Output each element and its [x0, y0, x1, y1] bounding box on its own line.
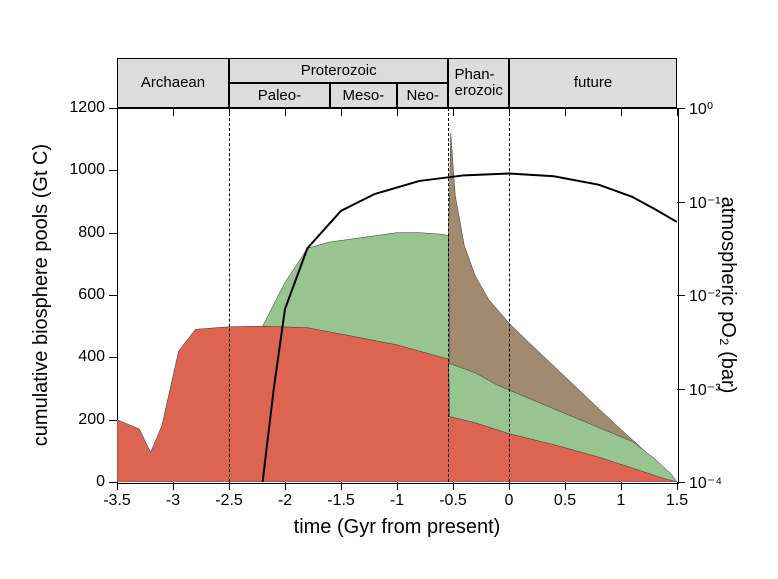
era-label: future: [509, 58, 677, 108]
tick-label: 200: [78, 411, 105, 429]
tick-label: -1: [390, 492, 404, 510]
figure: ArchaeanProterozoicPhan- erozoicfuture Pa…: [0, 0, 778, 579]
tick-label: 1.5: [666, 492, 688, 510]
tick-label: 10⁻⁴: [689, 473, 722, 493]
tick-label: 1: [617, 492, 626, 510]
era-divider: [509, 108, 510, 482]
era-sublabel: Paleo-: [229, 83, 330, 108]
era-divider: [448, 108, 449, 482]
tick-label: -3: [166, 492, 180, 510]
y-left-axis-label: cumulative biosphere pools (Gt C): [30, 128, 53, 462]
era-sublabel: Neo-: [397, 83, 448, 108]
era-sublabel: Meso-: [330, 83, 397, 108]
tick-label: 1200: [69, 99, 105, 117]
tick-label: 0: [505, 492, 514, 510]
era-label: Proterozoic: [229, 58, 448, 83]
tick-label: -2: [278, 492, 292, 510]
tick-label: 10⁰: [689, 99, 713, 119]
tick-label: 1000: [69, 161, 105, 179]
tick-label: -3.5: [103, 492, 131, 510]
tick-label: 400: [78, 348, 105, 366]
era-label: Phan- erozoic: [448, 58, 509, 108]
era-label: Archaean: [117, 58, 229, 108]
x-axis-label: time (Gyr from present): [287, 516, 507, 539]
tick-label: 0: [96, 473, 105, 491]
tick-label: -0.5: [439, 492, 467, 510]
tick-label: 800: [78, 224, 105, 242]
y-right-axis-label: atmospheric pO₂ (bar): [716, 158, 739, 432]
tick-label: -2.5: [215, 492, 243, 510]
tick-label: 600: [78, 286, 105, 304]
tick-label: -1.5: [327, 492, 355, 510]
tick-label: 0.5: [554, 492, 576, 510]
era-divider: [229, 108, 230, 482]
